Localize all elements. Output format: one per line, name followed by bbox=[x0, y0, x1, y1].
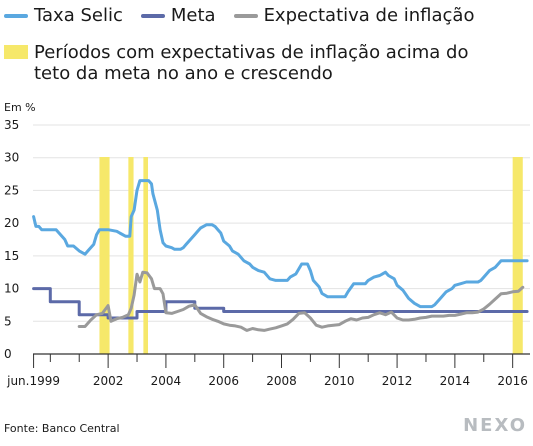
series-line-meta bbox=[32, 287, 529, 320]
legend-swatch-meta bbox=[140, 14, 165, 18]
period-highlight bbox=[512, 157, 523, 354]
legend-label-selic: Taxa Selic bbox=[34, 5, 123, 26]
y-tick-label: 25 bbox=[4, 183, 19, 197]
y-tick-label: 20 bbox=[4, 216, 19, 230]
legend-swatch-selic bbox=[4, 14, 28, 18]
legend-item-selic: Taxa Selic bbox=[4, 6, 123, 26]
brand-logo: NEXO bbox=[463, 415, 527, 436]
series-line-selic bbox=[32, 179, 529, 309]
x-tick-label: 2002 bbox=[93, 374, 124, 388]
y-axis-label: Em % bbox=[4, 101, 36, 114]
legend-item-expectativa: Expectativa de inflação bbox=[233, 5, 475, 26]
x-tick-label: 2006 bbox=[208, 374, 239, 388]
y-tick-label: 10 bbox=[4, 282, 19, 296]
period-highlight bbox=[143, 157, 149, 354]
legend-swatch-periodos bbox=[4, 45, 28, 59]
period-highlight bbox=[99, 157, 110, 354]
legend-swatch-expectativa bbox=[233, 14, 258, 18]
x-tick-label: 2014 bbox=[440, 374, 471, 388]
legend-label-periodos: Períodos com expectativas de inflação ac… bbox=[34, 42, 469, 84]
y-tick-label: 0 bbox=[4, 347, 12, 361]
legend-label-meta: Meta bbox=[170, 5, 216, 26]
y-tick-label: 35 bbox=[4, 118, 19, 132]
x-tick-label: 2012 bbox=[382, 374, 413, 388]
x-tick-label: 2008 bbox=[266, 374, 297, 388]
legend-item-meta: Meta bbox=[140, 5, 216, 26]
x-tick-label: 2016 bbox=[497, 374, 528, 388]
series-line-expectativa bbox=[77, 270, 525, 332]
y-tick-label: 30 bbox=[4, 151, 19, 165]
legend-row-series: Taxa Selic Meta Expectativa de inflação bbox=[4, 6, 492, 26]
legend-label-expectativa: Expectativa de inflação bbox=[263, 5, 475, 26]
x-tick-label: 2010 bbox=[324, 374, 355, 388]
source-note: Fonte: Banco Central bbox=[4, 422, 120, 435]
y-tick-label: 5 bbox=[4, 314, 12, 328]
legend-row-periods: Períodos com expectativas de inflação ac… bbox=[4, 42, 504, 84]
y-tick-label: 15 bbox=[4, 249, 19, 263]
x-tick-label: jun.1999 bbox=[6, 374, 60, 388]
x-tick-label: 2004 bbox=[151, 374, 182, 388]
period-highlight bbox=[128, 157, 134, 354]
